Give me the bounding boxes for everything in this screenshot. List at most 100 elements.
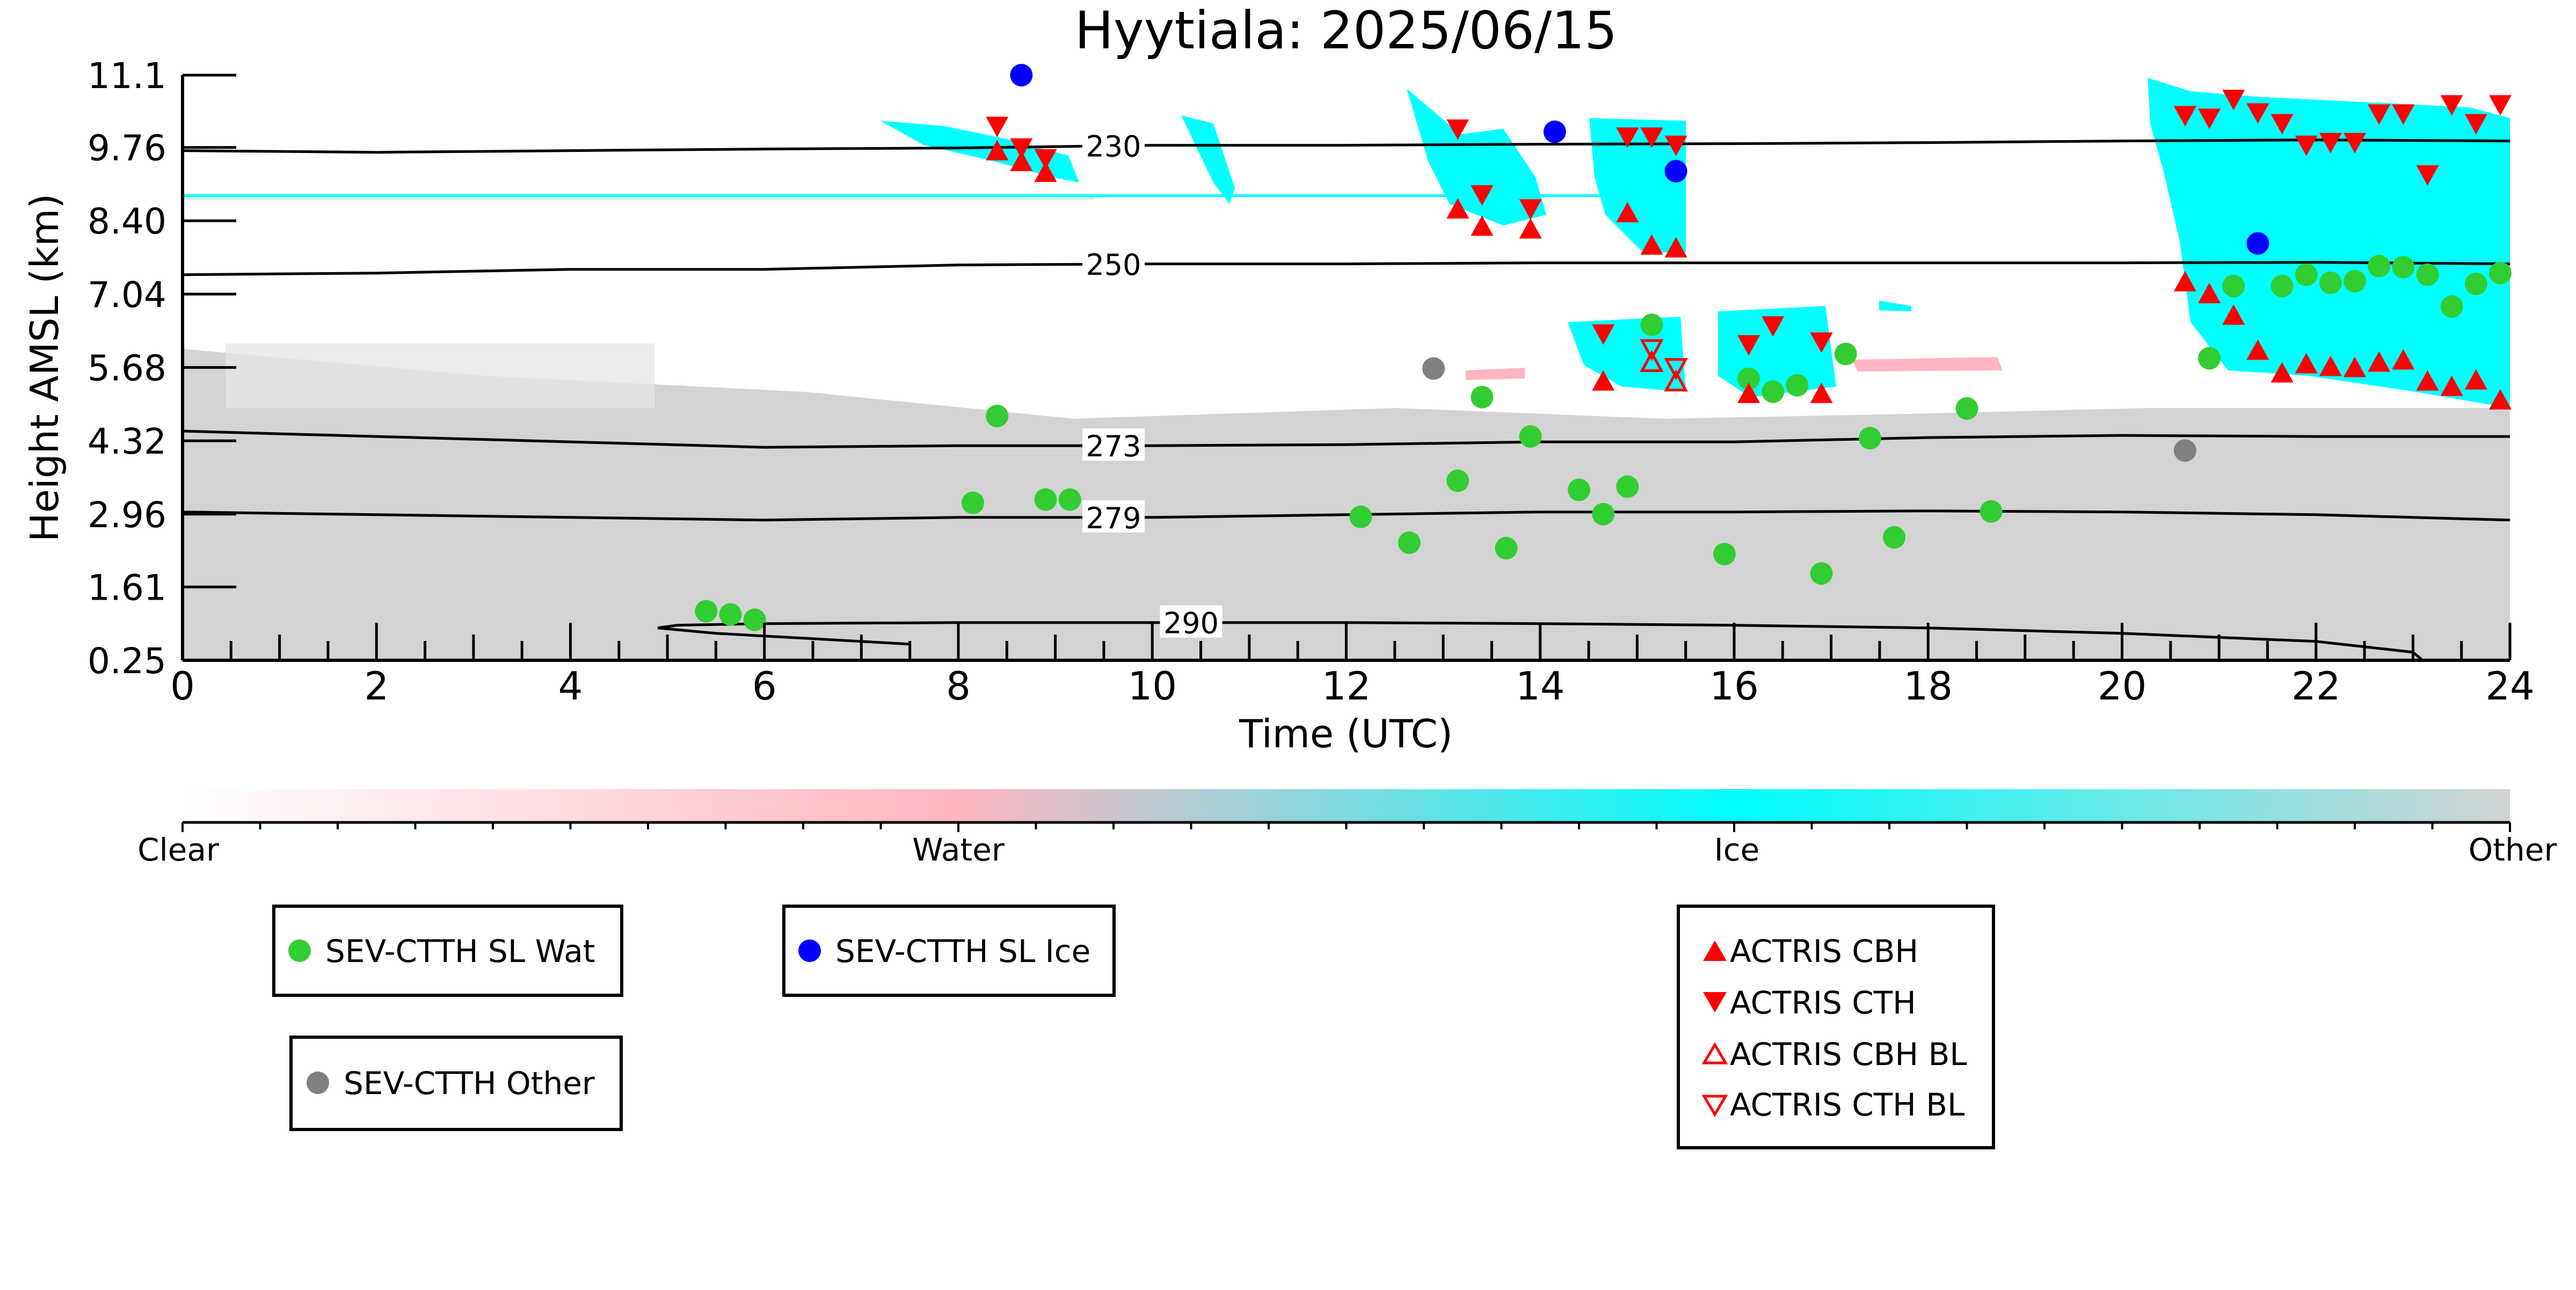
marker-sev-ctth-sl-wat bbox=[2464, 272, 2487, 295]
colorbar: Clear Water Ice Other bbox=[137, 789, 2557, 868]
contour-label-bg bbox=[1082, 428, 1145, 461]
marker-sev-ctth-sl-wat bbox=[1713, 543, 1736, 566]
legend-label-sl-wat: SEV-CTTH SL Wat bbox=[325, 933, 595, 970]
marker-sev-ctth-sl-wat bbox=[2344, 269, 2366, 293]
marker-sev-ctth-sl-wat bbox=[1058, 488, 1081, 511]
marker-actris-cbh bbox=[1616, 202, 1639, 223]
marker-sev-ctth-sl-wat bbox=[986, 404, 1009, 427]
marker-sev-ctth-sl-wat bbox=[1810, 562, 1833, 585]
marker-actris-cbh bbox=[2488, 389, 2512, 410]
classification-background bbox=[183, 78, 2510, 660]
marker-actris-cth bbox=[1592, 324, 1615, 345]
marker-actris-cth bbox=[2392, 104, 2415, 125]
contour-250 bbox=[182, 261, 2510, 276]
marker-actris-cbh-bl bbox=[1664, 369, 1688, 392]
marker-actris-cth bbox=[986, 116, 1009, 137]
marker-actris-cbh bbox=[1737, 382, 1760, 403]
x-tick-label: 22 bbox=[2291, 664, 2341, 709]
marker-sev-ctth-sl-wat bbox=[1349, 505, 1372, 528]
colorbar-label-water: Water bbox=[912, 832, 1005, 868]
marker-actris-cbh bbox=[2295, 353, 2318, 374]
legend-label-sl-ice: SEV-CTTH SL Ice bbox=[835, 933, 1090, 970]
marker-sev-ctth-sl-wat bbox=[1737, 367, 1760, 390]
marker-sev-ctth-sl-wat bbox=[1519, 425, 1542, 448]
marker-sev-ctth-sl-wat bbox=[1592, 502, 1615, 526]
ice-cloud-c bbox=[1407, 89, 1546, 225]
marker-actris-cth bbox=[2271, 114, 2294, 135]
legend-label-cbh: ACTRIS CBH bbox=[1730, 933, 1918, 970]
contour-279 bbox=[182, 509, 2510, 522]
marker-sev-ctth-sl-wat bbox=[2319, 271, 2342, 294]
water-patch-b bbox=[1852, 357, 2003, 371]
marker-sev-ctth-sl-wat bbox=[2222, 274, 2245, 297]
marker-actris-cbh bbox=[2319, 355, 2342, 376]
marker-sev-ctth-sl-wat bbox=[2271, 274, 2294, 297]
contour-label-230: 230 bbox=[1086, 130, 1141, 164]
legend-marker-cbh-bl bbox=[1701, 1042, 1728, 1065]
marker-actris-cth bbox=[2488, 95, 2512, 116]
marker-sev-ctth-sl-wat bbox=[1786, 374, 1809, 397]
x-ticks: 0 2 4 6 8 10 12 14 16 18 20 22 24 bbox=[170, 623, 2535, 709]
marker-sev-ctth-sl-wat bbox=[1883, 526, 1906, 549]
marker-actris-cbh bbox=[1010, 150, 1033, 171]
y-tick-label: 7.04 bbox=[88, 274, 166, 316]
contour-label-bg bbox=[1082, 500, 1145, 533]
marker-actris-cth bbox=[2222, 90, 2245, 111]
contour-label-bg bbox=[1082, 128, 1145, 161]
marker-actris-cbh bbox=[986, 140, 1009, 161]
legend-label-cbh-bl: ACTRIS CBH BL bbox=[1730, 1036, 1967, 1073]
marker-sev-ctth-sl-wat bbox=[1762, 380, 1785, 403]
marker-actris-cbh bbox=[2416, 370, 2439, 391]
x-tick-label: 16 bbox=[1709, 664, 1759, 709]
colorbar-gradient bbox=[183, 789, 2510, 822]
y-tick-label: 4.32 bbox=[88, 421, 166, 462]
marker-actris-cbh-bl bbox=[1640, 350, 1664, 372]
marker-actris-cth bbox=[2173, 106, 2196, 127]
x-tick-label: 6 bbox=[752, 664, 777, 709]
ice-line bbox=[183, 194, 1686, 197]
marker-actris-cth bbox=[1640, 127, 1663, 148]
marker-sev-ctth-sl-wat bbox=[1616, 475, 1639, 498]
marker-sev-ctth-sl-wat bbox=[1640, 314, 1663, 337]
y-ticks: 0.25 1.61 2.96 4.32 5.68 7.04 8.40 9.76 11.1 bbox=[88, 55, 236, 682]
legend-label-cth: ACTRIS CTH bbox=[1730, 985, 1916, 1021]
contour-230 bbox=[182, 139, 2510, 154]
x-tick-label: 2 bbox=[364, 664, 389, 709]
marker-sev-ctth-sl-wat bbox=[2198, 347, 2221, 370]
marker-actris-cth bbox=[1616, 127, 1639, 148]
ice-cloud-big bbox=[2148, 78, 2510, 408]
marker-actris-cth bbox=[2246, 103, 2269, 124]
x-tick-label: 0 bbox=[170, 664, 195, 709]
marker-sev-ctth-sl-ice bbox=[1010, 64, 1033, 86]
y-axis-label: Height AMSL (km) bbox=[22, 194, 67, 542]
marker-actris-cth bbox=[2368, 104, 2391, 125]
marker-sev-ctth-sl-wat bbox=[695, 600, 718, 623]
marker-sev-ctth-sl-wat bbox=[743, 608, 766, 631]
y-tick-label: 2.96 bbox=[88, 494, 166, 536]
marker-sev-ctth-sl-wat bbox=[1568, 478, 1590, 501]
chart-title: Hyytiala: 2025/06/15 bbox=[1075, 1, 1618, 61]
marker-actris-cbh bbox=[2246, 339, 2269, 360]
legend-marker-cth bbox=[1703, 992, 1727, 1012]
marker-actris-cbh bbox=[1664, 237, 1687, 258]
legend-marker-cbh bbox=[1703, 941, 1727, 961]
marker-sev-ctth-sl-wat bbox=[1034, 488, 1057, 511]
legend-marker-cth-bl bbox=[1701, 1095, 1728, 1117]
marker-sev-ctth-sl-wat bbox=[2295, 263, 2318, 286]
marker-actris-cth-bl bbox=[1640, 339, 1664, 361]
contour-273 bbox=[182, 429, 2510, 449]
ice-line-2 bbox=[183, 198, 1095, 200]
colorbar-label-ice: Ice bbox=[1714, 832, 1760, 868]
marker-sev-ctth-sl-wat bbox=[1980, 500, 2003, 523]
marker-actris-cth-bl bbox=[1664, 358, 1688, 380]
ice-cloud-e bbox=[1568, 317, 1686, 392]
colorbar-label-other: Other bbox=[2469, 832, 2557, 868]
ice-cloud-b bbox=[1181, 115, 1235, 204]
marker-actris-cbh bbox=[2222, 304, 2245, 325]
x-axis-label: Time (UTC) bbox=[1239, 711, 1453, 756]
marker-actris-cth bbox=[2344, 133, 2366, 154]
ice-cloud-d bbox=[1589, 118, 1686, 252]
marker-actris-cbh bbox=[1446, 198, 1469, 219]
